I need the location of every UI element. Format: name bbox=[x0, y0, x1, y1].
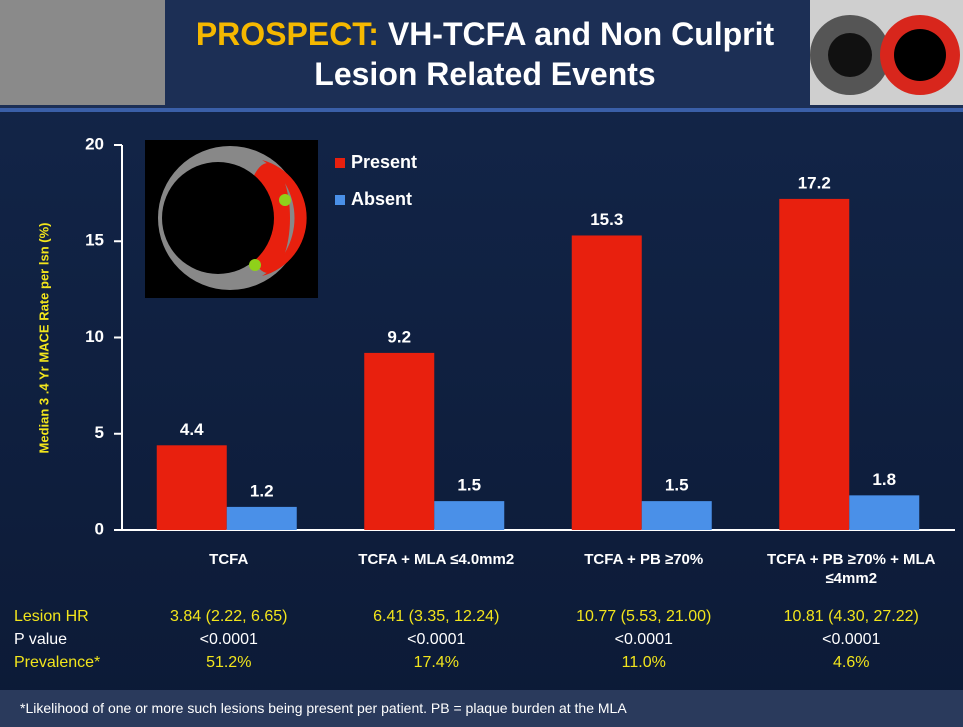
row-label: P value bbox=[14, 631, 68, 648]
legend-swatch bbox=[335, 195, 345, 205]
bar-value-label: 1.5 bbox=[665, 476, 689, 495]
bar-value-label: 4.4 bbox=[180, 420, 204, 439]
bar bbox=[364, 352, 435, 530]
vh-lumen bbox=[894, 29, 946, 81]
x-tick-label: TCFA bbox=[209, 551, 249, 568]
vessel-necrotic bbox=[279, 194, 291, 206]
y-tick-label: 15 bbox=[85, 231, 104, 250]
legend-swatch bbox=[335, 158, 345, 168]
ivus-lumen bbox=[828, 33, 872, 77]
y-axis-title: Median 3 .4 Yr MACE Rate per lsn (%) bbox=[36, 223, 51, 454]
bar-value-label: 1.5 bbox=[457, 476, 481, 495]
row-value: <0.0001 bbox=[822, 631, 881, 648]
bar bbox=[226, 506, 297, 530]
bar-value-label: 17.2 bbox=[798, 173, 831, 192]
row-value: 6.41 (3.35, 12.24) bbox=[373, 608, 500, 625]
bar bbox=[641, 501, 712, 530]
vessel-plaque bbox=[262, 160, 307, 276]
bar-value-label: 15.3 bbox=[590, 210, 623, 229]
title-text: VH-TCFA and Non Culprit Lesion Related E… bbox=[314, 16, 775, 92]
vessel-lumen bbox=[162, 162, 274, 274]
header-image-left bbox=[0, 0, 165, 105]
bar-value-label: 1.8 bbox=[872, 470, 896, 489]
title-highlight: PROSPECT: bbox=[195, 16, 379, 52]
row-label: Lesion HR bbox=[14, 608, 89, 625]
bar bbox=[849, 495, 920, 530]
row-value: 3.84 (2.22, 6.65) bbox=[170, 608, 288, 625]
y-tick-label: 0 bbox=[95, 519, 104, 538]
y-tick-label: 5 bbox=[95, 423, 104, 442]
row-value: 11.0% bbox=[621, 654, 666, 671]
row-label: Prevalence* bbox=[14, 654, 101, 671]
x-tick-label: TCFA + MLA ≤4.0mm2 bbox=[358, 551, 515, 568]
bar-value-label: 9.2 bbox=[387, 327, 411, 346]
row-value: <0.0001 bbox=[199, 631, 258, 648]
row-value: <0.0001 bbox=[407, 631, 466, 648]
legend-label: Present bbox=[351, 152, 417, 172]
title: PROSPECT: VH-TCFA and Non Culprit Lesion… bbox=[190, 14, 780, 94]
bar-value-label: 1.2 bbox=[250, 481, 274, 500]
bar bbox=[434, 501, 505, 530]
row-value: 10.77 (5.53, 21.00) bbox=[576, 608, 712, 625]
bar bbox=[779, 198, 850, 530]
row-value: 4.6% bbox=[833, 654, 870, 671]
legend-label: Absent bbox=[351, 189, 412, 209]
bar bbox=[571, 235, 642, 530]
row-value: <0.0001 bbox=[614, 631, 673, 648]
bar bbox=[156, 445, 227, 530]
y-tick-label: 20 bbox=[85, 134, 104, 153]
x-tick-label: TCFA + PB ≥70% bbox=[584, 551, 704, 568]
row-value: 17.4% bbox=[413, 654, 459, 671]
footnote: *Likelihood of one or more such lesions … bbox=[0, 690, 963, 727]
header-rule bbox=[0, 108, 963, 112]
vessel-necrotic bbox=[249, 259, 261, 271]
row-value: 10.81 (4.30, 27.22) bbox=[783, 608, 919, 625]
y-tick-label: 10 bbox=[85, 327, 104, 346]
x-tick-label: TCFA + PB ≥70% + MLA ≤4mm2 bbox=[766, 551, 936, 587]
row-value: 51.2% bbox=[206, 654, 252, 671]
